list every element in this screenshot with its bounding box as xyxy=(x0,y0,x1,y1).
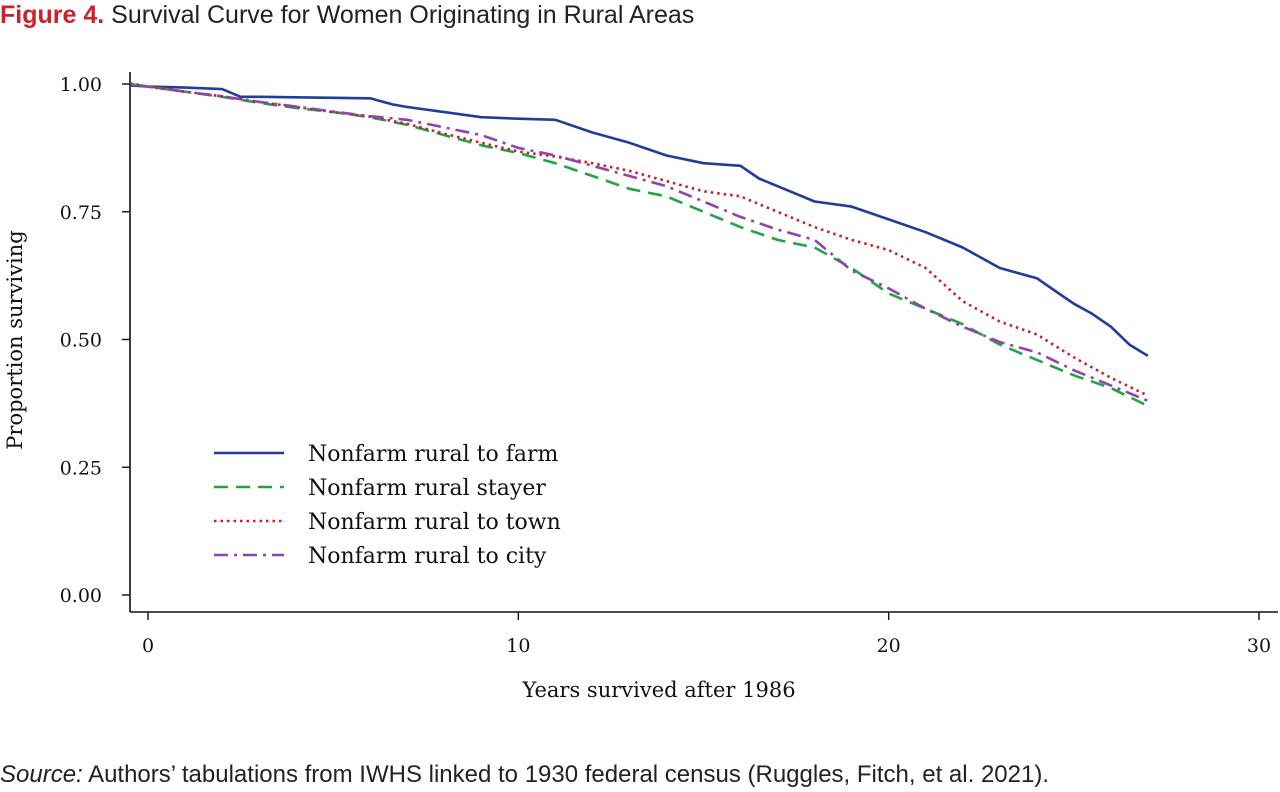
chart-legend: Nonfarm rural to farm Nonfarm rural staye… xyxy=(214,442,561,569)
y-tick-label: 0.50 xyxy=(60,330,102,352)
series-line-2 xyxy=(131,82,1149,408)
legend-label-4: Nonfarm rural to city xyxy=(308,544,547,569)
y-axis-label: Proportion surviving xyxy=(3,230,27,449)
figure-number: Figure 4. xyxy=(0,1,105,29)
figure-title: Figure 4. Survival Curve for Women Origi… xyxy=(0,0,694,30)
source-text: Authors’ tabulations from IWHS linked to… xyxy=(88,761,1049,788)
y-tick-label: 0.75 xyxy=(60,202,102,224)
x-axis-label: Years survived after 1986 xyxy=(521,678,795,702)
legend-label-3: Nonfarm rural to town xyxy=(308,510,561,535)
figure-source: Source: Authors’ tabulations from IWHS l… xyxy=(0,758,1049,792)
series-line-4 xyxy=(131,82,1149,403)
series-line-3 xyxy=(131,82,1149,397)
chart-axes: 0.00 0.25 0.50 0.75 1.00 0 10 20 30 Years survive… xyxy=(3,72,1278,702)
y-tick-label: 0.25 xyxy=(60,457,102,479)
x-tick-label: 30 xyxy=(1247,635,1271,657)
source-label: Source: xyxy=(0,761,83,788)
y-tick-label: 0.00 xyxy=(60,585,102,607)
legend-label-1: Nonfarm rural to farm xyxy=(308,442,558,467)
x-tick-label: 10 xyxy=(506,635,530,657)
series-line-1 xyxy=(131,84,1149,358)
x-tick-label: 0 xyxy=(142,635,154,657)
chart-series xyxy=(131,82,1149,408)
legend-label-2: Nonfarm rural stayer xyxy=(308,476,546,501)
figure-title-text: Survival Curve for Women Originating in … xyxy=(111,1,695,29)
y-tick-label: 1.00 xyxy=(60,74,102,96)
x-tick-label: 20 xyxy=(877,635,901,657)
